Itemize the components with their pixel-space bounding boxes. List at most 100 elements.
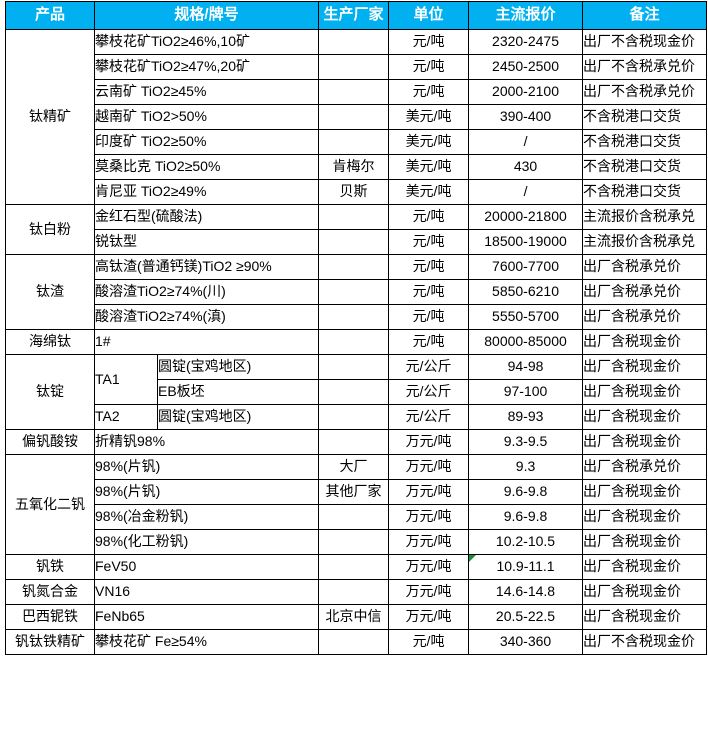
speca-cell: TA1	[94, 354, 158, 405]
mfr-cell	[318, 129, 390, 155]
mfr-cell	[318, 504, 390, 530]
table-row: 钒钛铁精矿 攀枝花矿 Fe≥54% 元/吨 340-360 出厂不含税现金价	[5, 629, 708, 655]
spec-cell: 云南矿 TiO2≥45%	[93, 79, 320, 105]
spec-cell: 莫桑比克 TiO2≥50%	[93, 154, 320, 180]
price-cell: 2000-2100	[468, 79, 584, 105]
table-row: 越南矿 TiO2>50% 美元/吨 390-400 不含税港口交货	[6, 104, 708, 130]
table-row: 攀枝花矿TiO2≥47%,20矿 元/吨 2450-2500 出厂不含税承兑价	[6, 54, 708, 80]
note-cell: 出厂含税现金价	[582, 354, 708, 380]
note-cell: 不含税港口交货	[582, 104, 708, 130]
spec-cell: 98%(冶金粉钒)	[93, 504, 320, 530]
mfr-cell: 北京中信	[318, 604, 390, 630]
price-cell: 14.6-14.8	[468, 579, 584, 605]
table-row: 钛渣 高钛渣(普通钙镁)TiO2 ≥90% 元/吨 7600-7700 出厂含税承兑价	[5, 254, 708, 330]
mfr-cell: 贝斯	[318, 179, 390, 205]
price-cell: 18500-19000	[468, 229, 584, 255]
mfr-cell	[318, 554, 390, 580]
table-row: 巴西铌铁 FeNb65 北京中信 万元/吨 20.5-22.5 出厂含税现金价	[5, 604, 708, 630]
mfr-cell	[318, 529, 390, 555]
header-note: 备注	[582, 1, 708, 30]
table-row: 锐钛型 元/吨 18500-19000 主流报价含税承兑	[6, 229, 708, 255]
mfr-cell	[318, 254, 390, 280]
note-cell: 主流报价含税承兑	[582, 204, 708, 230]
table-row: 肯尼亚 TiO2≥49% 贝斯 美元/吨 / 不含税港口交货	[6, 179, 708, 205]
mfr-cell: 大厂	[318, 454, 390, 480]
mfr-cell	[318, 354, 390, 380]
price-cell: 20.5-22.5	[468, 604, 584, 630]
mfr-cell	[318, 404, 390, 430]
mfr-cell	[318, 429, 390, 455]
header-row: 产品 规格/牌号 生产厂家 单位 主流报价 备注	[5, 1, 708, 30]
unit-cell: 元/吨	[388, 79, 470, 105]
note-cell: 出厂含税承兑价	[582, 304, 708, 330]
unit-cell: 美元/吨	[388, 104, 470, 130]
note-cell: 出厂含税承兑价	[582, 454, 708, 480]
spec-cell: 攀枝花矿TiO2≥46%,10矿	[93, 29, 320, 55]
unit-cell: 万元/吨	[388, 529, 470, 555]
note-cell: 出厂含税现金价	[582, 504, 708, 530]
unit-cell: 万元/吨	[388, 454, 470, 480]
price-cell: 94-98	[468, 354, 584, 380]
unit-cell: 元/吨	[388, 229, 470, 255]
note-cell: 出厂含税现金价	[582, 554, 708, 580]
mfr-cell	[318, 54, 390, 80]
note-cell: 出厂不含税现金价	[582, 29, 708, 55]
speca-cell: TA2	[94, 404, 158, 430]
table-row: 云南矿 TiO2≥45% 元/吨 2000-2100 出厂不含税承兑价	[6, 79, 708, 105]
price-cell: 2320-2475	[468, 29, 584, 55]
price-cell: 390-400	[468, 104, 584, 130]
mfr-cell	[318, 279, 390, 305]
note-cell: 不含税港口交货	[582, 179, 708, 205]
note-cell: 出厂含税承兑价	[582, 254, 708, 280]
note-cell: 出厂含税现金价	[582, 429, 708, 455]
mfr-cell	[318, 29, 390, 55]
unit-cell: 元/吨	[388, 204, 470, 230]
table-row: 98%(化工粉钒) 万元/吨 10.2-10.5 出厂含税现金价	[6, 529, 708, 555]
table-row: 莫桑比克 TiO2≥50% 肯梅尔 美元/吨 430 不含税港口交货	[6, 154, 708, 180]
spec-cell: 1#	[93, 329, 320, 355]
product-cell: 海绵钛	[5, 329, 95, 355]
product-cell: 钒铁	[5, 554, 95, 580]
spec-cell: FeNb65	[93, 604, 320, 630]
price-cell: 9.6-9.8	[468, 479, 584, 505]
table-row: 钛白粉 金红石型(硫酸法) 元/吨 20000-21800 主流报价含税承兑	[5, 204, 708, 255]
spec-cell: 98%(化工粉钒)	[93, 529, 320, 555]
spec-cell: 肯尼亚 TiO2≥49%	[93, 179, 320, 205]
mfr-cell	[318, 104, 390, 130]
specb-cell: 圆锭(宝鸡地区)	[156, 404, 320, 430]
header-price: 主流报价	[468, 1, 584, 30]
table-row: 钒铁 FeV50 万元/吨 10.9-11.1 出厂含税现金价	[5, 554, 708, 580]
price-cell: 9.3	[468, 454, 584, 480]
table-row: TA2 圆锭(宝鸡地区) 元/公斤 89-93 出厂含税现金价	[6, 404, 708, 430]
price-cell: 89-93	[468, 404, 584, 430]
note-cell: 出厂不含税现金价	[582, 629, 708, 655]
mfr-cell: 其他厂家	[318, 479, 390, 505]
table-row: 钒氮合金 VN16 万元/吨 14.6-14.8 出厂含税现金价	[5, 579, 708, 605]
unit-cell: 元/公斤	[388, 404, 470, 430]
green-corner-marker	[469, 555, 477, 562]
note-cell: 出厂含税现金价	[582, 379, 708, 405]
unit-cell: 万元/吨	[388, 579, 470, 605]
product-cell: 偏钒酸铵	[5, 429, 95, 455]
price-cell: /	[468, 129, 584, 155]
product-cell: 巴西铌铁	[5, 604, 95, 630]
table-row: 印度矿 TiO2≥50% 美元/吨 / 不含税港口交货	[6, 129, 708, 155]
note-cell: 出厂含税现金价	[582, 404, 708, 430]
header-manufacturer: 生产厂家	[318, 1, 390, 30]
price-cell: 5850-6210	[468, 279, 584, 305]
price-cell: 2450-2500	[468, 54, 584, 80]
unit-cell: 元/公斤	[388, 379, 470, 405]
table-row: 五氧化二钒 98%(片钒) 大厂 万元/吨 9.3 出厂含税承兑价	[5, 454, 708, 555]
unit-cell: 美元/吨	[388, 129, 470, 155]
mfr-cell	[318, 204, 390, 230]
price-table-body: 钛精矿 攀枝花矿TiO2≥46%,10矿 元/吨 2320-2475 出厂不含税现金价攀…	[5, 29, 708, 655]
spec-cell: 折精钒98%	[93, 429, 320, 455]
spec-cell: VN16	[93, 579, 320, 605]
price-cell: 9.6-9.8	[468, 504, 584, 530]
table-row: 酸溶渣TiO2≥74%(川) 元/吨 5850-6210 出厂含税承兑价	[6, 279, 708, 305]
unit-cell: 元/吨	[388, 279, 470, 305]
table-row: 偏钒酸铵 折精钒98% 万元/吨 9.3-9.5 出厂含税现金价	[5, 429, 708, 455]
mfr-cell	[318, 579, 390, 605]
price-cell: 5550-5700	[468, 304, 584, 330]
spec-cell: 攀枝花矿 Fe≥54%	[93, 629, 320, 655]
